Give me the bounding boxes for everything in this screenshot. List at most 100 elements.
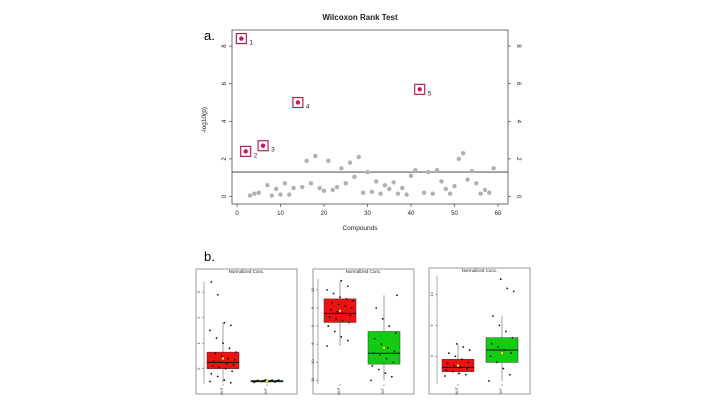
scatter-point	[347, 160, 353, 165]
data-point	[393, 350, 396, 353]
scatter-point	[443, 186, 448, 192]
x-tick-label: 0	[235, 211, 239, 217]
data-point	[377, 368, 380, 371]
scatter-point	[334, 184, 340, 190]
highlight-box	[240, 145, 252, 157]
scatter-point	[321, 188, 327, 194]
y-tick-label-left: 0	[222, 194, 228, 198]
scatter-point	[434, 167, 440, 173]
data-point	[468, 349, 471, 351]
scatter-point	[430, 191, 435, 196]
data-point	[330, 308, 332, 311]
data-point	[343, 312, 345, 315]
y-tick-label: 5	[429, 323, 434, 326]
highlight-box	[414, 83, 426, 95]
data-point	[446, 362, 449, 365]
category-label: WT	[499, 387, 503, 393]
mean-marker	[500, 351, 504, 355]
panel-a-label: a.	[204, 28, 215, 43]
y-tick-label: 1	[196, 341, 201, 344]
scatter-point	[413, 167, 418, 173]
data-point	[459, 366, 462, 369]
scatter-point	[356, 154, 361, 160]
data-point	[488, 380, 490, 382]
scatter-point	[352, 174, 357, 179]
data-point	[219, 361, 222, 364]
data-point	[495, 361, 498, 364]
y-tick-label: 10	[310, 287, 315, 292]
scatter-point	[461, 151, 466, 156]
scatter-point	[478, 191, 483, 196]
data-point	[455, 342, 458, 345]
data-point	[223, 379, 226, 382]
category-label: MUT	[220, 386, 224, 394]
data-point	[224, 367, 227, 370]
highlight-point	[260, 143, 266, 148]
data-point	[331, 301, 334, 304]
scatter-point	[287, 192, 292, 197]
x-tick-label: 50	[451, 211, 458, 217]
data-point	[348, 321, 350, 324]
data-point	[226, 362, 228, 365]
scatter-point	[278, 192, 283, 197]
y-tick-label: 3	[196, 290, 201, 293]
boxplot-title: Normalized Conc.	[229, 269, 265, 274]
data-point	[210, 372, 213, 375]
data-point	[462, 346, 465, 348]
data-point	[374, 337, 376, 340]
scatter-point	[382, 183, 388, 188]
data-point	[215, 337, 218, 339]
scatter-point	[439, 179, 444, 184]
data-point	[333, 330, 336, 333]
data-point	[390, 375, 393, 378]
y-tick-label-left: 4	[222, 119, 228, 123]
scatter-point	[456, 156, 462, 162]
data-point	[492, 315, 494, 318]
wilcoxon-scatter-plot: Wilcoxon Rank Test 0 10 20 30 40 50 60 0 0 2 2 4 4 6 6 8…	[201, 13, 521, 232]
scatter-point	[282, 181, 288, 186]
boxplot-frame	[428, 267, 531, 395]
scatter-point	[491, 166, 496, 171]
data-point	[341, 319, 344, 322]
highlight-box	[235, 33, 247, 45]
data-point	[464, 373, 467, 376]
scatter-point	[339, 166, 344, 171]
highlight-box	[292, 96, 304, 109]
scatter-point	[326, 158, 331, 163]
x-tick-label: 10	[277, 211, 284, 217]
data-point	[346, 285, 349, 288]
highlight-label: 2	[254, 152, 258, 159]
data-point	[448, 352, 450, 355]
boxplot-1: Normalized Conc. 0 1 2 3 MUT WT	[195, 268, 298, 395]
x-axis-label: Compounds	[342, 225, 378, 232]
highlight-label: 3	[271, 147, 275, 154]
highlight-point	[417, 87, 422, 92]
data-point	[375, 307, 378, 309]
data-point	[326, 288, 328, 291]
data-point	[388, 325, 391, 327]
category-label: WT	[381, 387, 385, 393]
data-point	[345, 298, 348, 300]
data-point	[232, 363, 235, 366]
data-point	[489, 355, 492, 358]
y-tick-label-right: 2	[515, 157, 521, 161]
scatter-point	[269, 193, 274, 198]
y-tick-label: 5	[310, 306, 315, 309]
data-point	[229, 381, 232, 384]
scatter-point	[408, 173, 414, 179]
data-point	[218, 366, 221, 369]
y-tick-label-left: 6	[222, 81, 228, 85]
data-point	[231, 370, 234, 373]
boxplot-title: Normalized Conc.	[462, 268, 498, 273]
data-point	[505, 330, 507, 333]
data-point	[326, 345, 328, 347]
data-point	[346, 339, 349, 342]
data-point	[511, 336, 514, 339]
scatter-point	[265, 183, 270, 188]
data-point	[497, 346, 499, 348]
boxplot-title: Normalized Conc.	[346, 269, 382, 274]
panel-b-label: b.	[204, 249, 215, 264]
data-point	[336, 310, 339, 313]
y-tick-label-right: 6	[515, 82, 521, 86]
